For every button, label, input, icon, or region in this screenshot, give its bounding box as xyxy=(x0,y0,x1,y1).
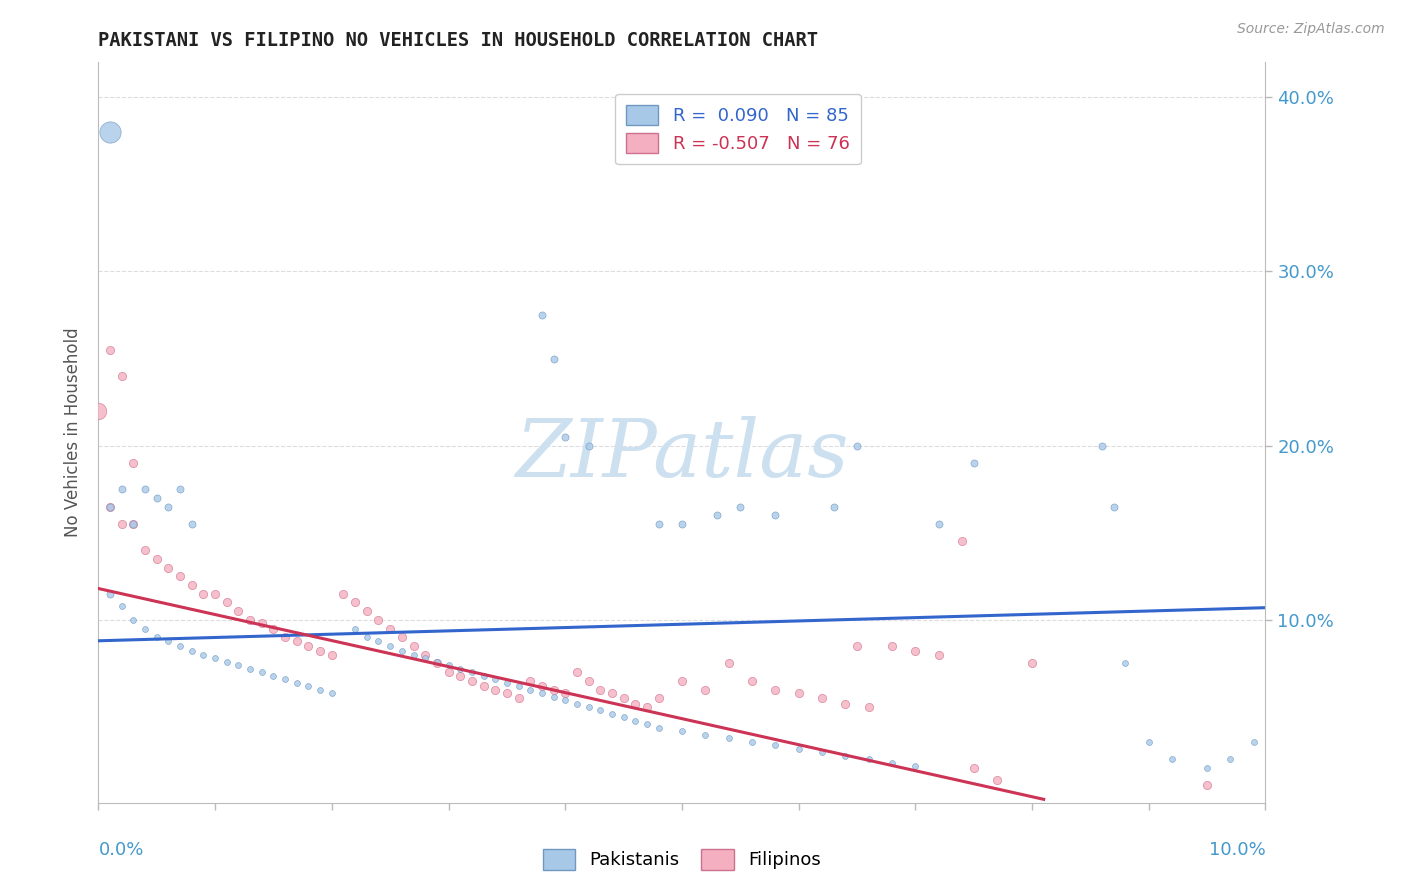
Y-axis label: No Vehicles in Household: No Vehicles in Household xyxy=(65,327,83,538)
Text: ZIPatlas: ZIPatlas xyxy=(515,416,849,493)
Text: 0.0%: 0.0% xyxy=(98,841,143,859)
Text: PAKISTANI VS FILIPINO NO VEHICLES IN HOUSEHOLD CORRELATION CHART: PAKISTANI VS FILIPINO NO VEHICLES IN HOU… xyxy=(98,30,818,50)
Text: 10.0%: 10.0% xyxy=(1209,841,1265,859)
Legend: Pakistanis, Filipinos: Pakistanis, Filipinos xyxy=(534,840,830,879)
Text: Source: ZipAtlas.com: Source: ZipAtlas.com xyxy=(1237,22,1385,37)
